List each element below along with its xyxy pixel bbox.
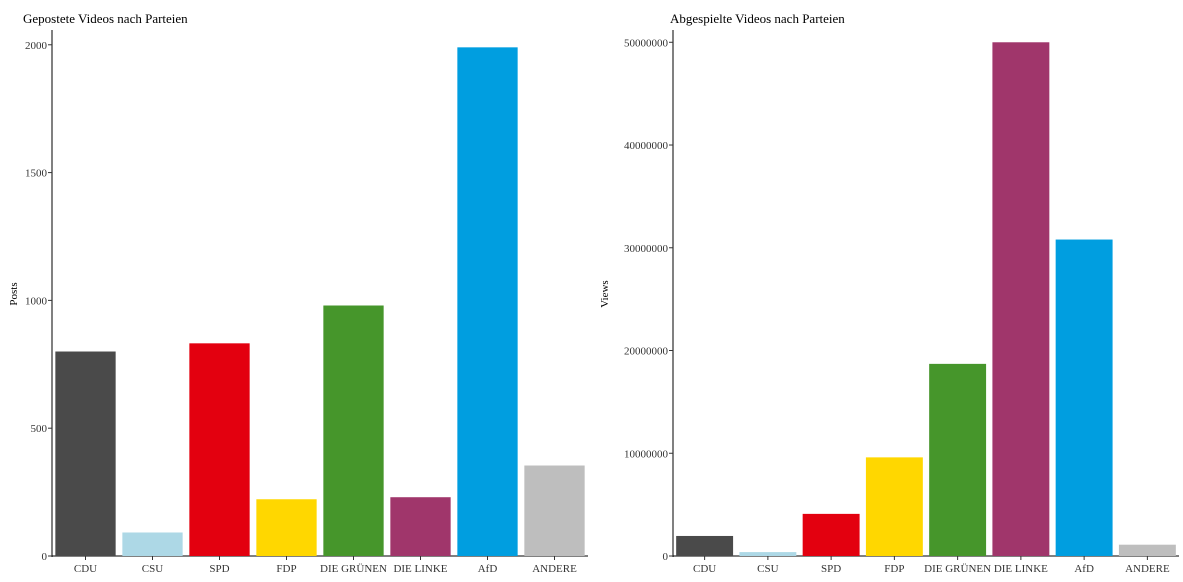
bar-csu [122,532,183,556]
x-tick-label-spd: SPD [821,563,841,575]
x-tick-label-fdp: FDP [276,563,296,575]
bar-die-linke [390,497,451,556]
x-tick-label-csu: CSU [757,563,778,575]
bar-afd [1055,239,1113,556]
bar-cdu [55,351,116,556]
views-bar-chart: Abgespielte Videos nach Parteien Views 0 10… [599,11,1179,575]
y-tick-label: 0 [42,551,48,563]
y-tick-label: 10000000 [624,448,669,460]
y-tick-label: 500 [31,423,48,435]
y-tick-label: 0 [663,551,669,563]
bar-die-gruenen [323,305,384,556]
posts-chart-panel: Gepostete Videos nach Parteien Posts 0 500 1… [8,11,588,575]
x-tick-label-die-gruenen: DIE GRÜNEN [320,563,387,575]
x-tick-label-cdu: CDU [693,563,716,575]
x-tick-label-andere: ANDERE [532,563,577,575]
y-tick-label: 2000 [25,40,48,52]
x-tick-label-afd: AfD [478,563,498,575]
x-tick-label-spd: SPD [209,563,229,575]
bar-fdp [256,499,317,556]
x-tick-label-cdu: CDU [74,563,97,575]
bar-csu [739,552,797,556]
y-axis-label: Posts [8,282,20,305]
chart-title: Gepostete Videos nach Parteien [23,11,188,26]
bar-die-gruenen [929,363,987,556]
bar-andere [524,465,585,556]
x-tick-label-afd: AfD [1074,563,1094,575]
x-tick-label-fdp: FDP [884,563,904,575]
bar-spd [802,513,860,556]
x-tick-label-die-gruenen: DIE GRÜNEN [924,563,991,575]
bar-spd [189,343,250,556]
y-tick-label: 50000000 [624,37,669,49]
bar-die-linke [992,42,1050,556]
x-tick-label-die-linke: DIE LINKE [994,563,1048,575]
bar-cdu [676,535,734,556]
bar-andere [1118,544,1176,556]
x-tick-label-andere: ANDERE [1125,563,1170,575]
bar-afd [457,47,518,557]
y-tick-label: 40000000 [624,140,669,152]
chart-title: Abgespielte Videos nach Parteien [670,11,845,26]
views-chart-panel: Abgespielte Videos nach Parteien Views 0 10… [592,0,1183,582]
x-tick-label-csu: CSU [142,563,163,575]
y-tick-label: 20000000 [624,346,669,358]
y-tick-label: 1000 [25,295,48,307]
y-axis-label: Views [599,280,611,307]
posts-bar-chart: Gepostete Videos nach Parteien Posts 0 500 1… [8,11,588,575]
y-tick-label: 1500 [25,168,48,180]
y-tick-label: 30000000 [624,243,669,255]
x-tick-label-die-linke: DIE LINKE [393,563,447,575]
bar-fdp [865,457,923,556]
